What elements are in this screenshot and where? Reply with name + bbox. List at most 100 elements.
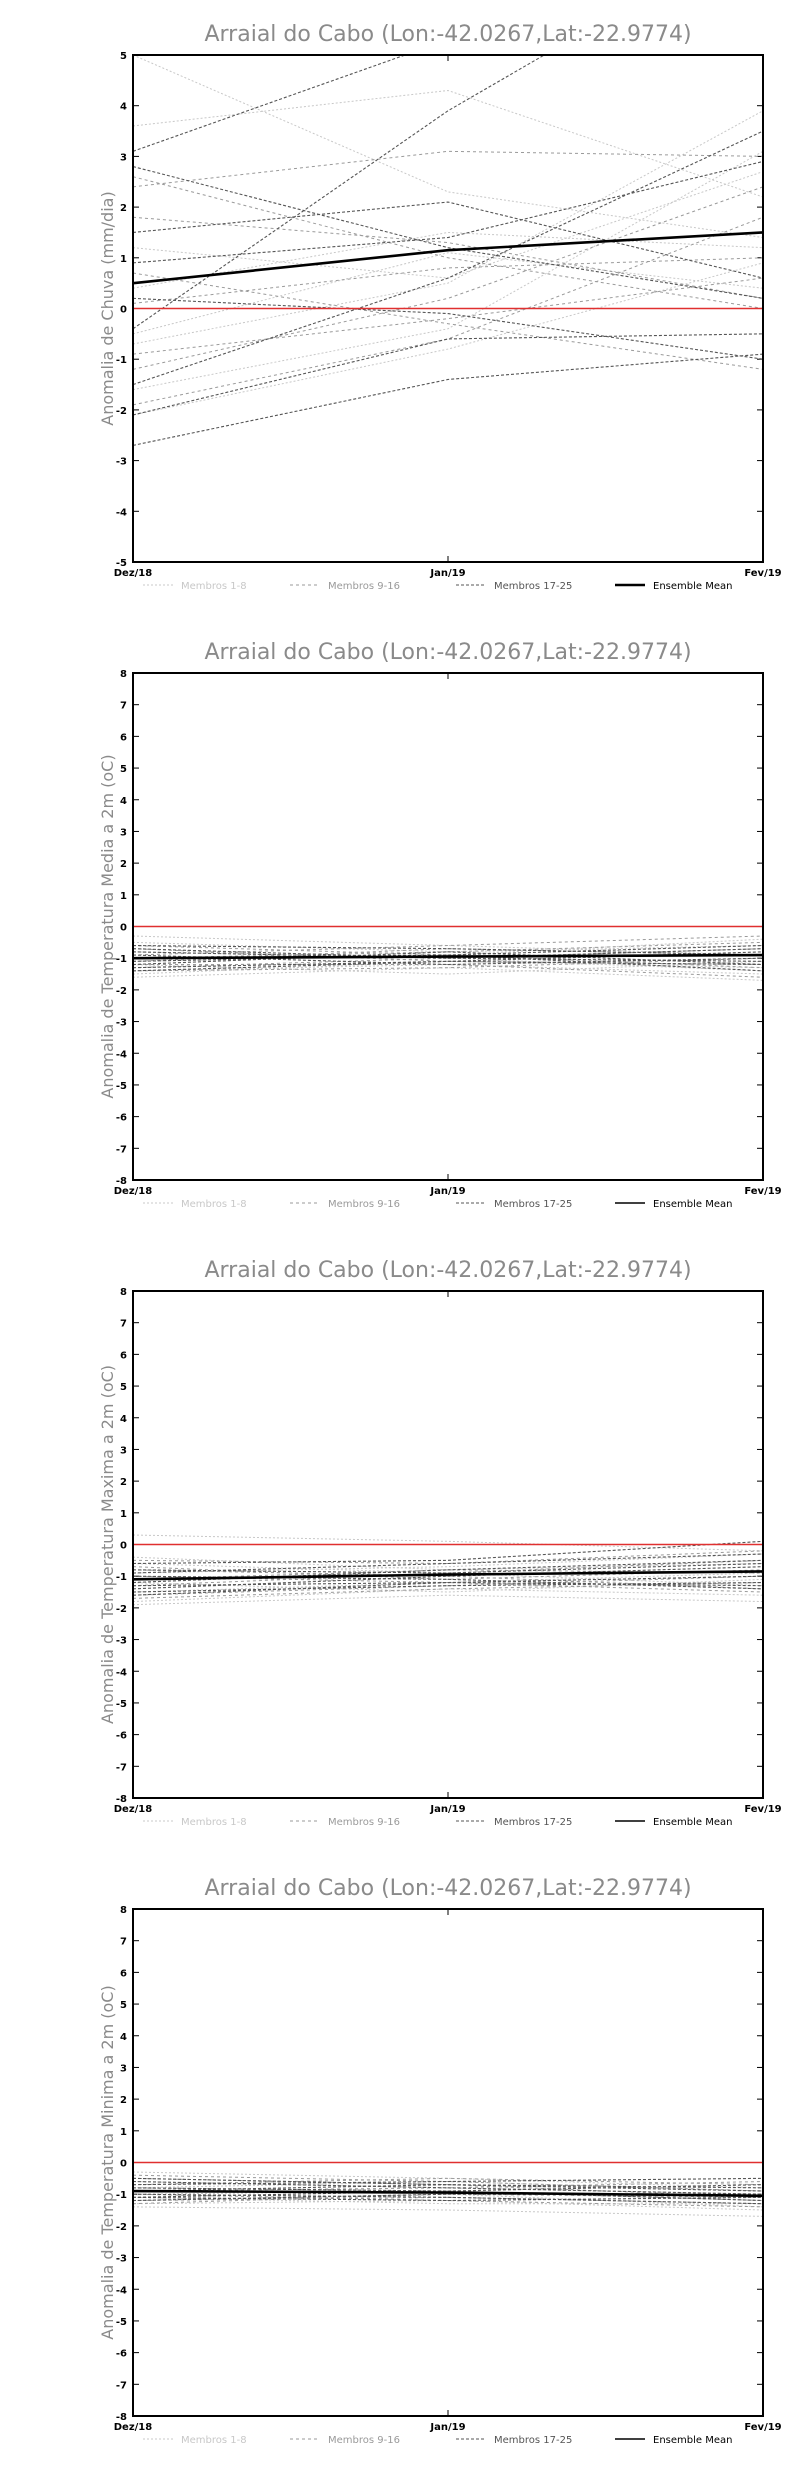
member-line-20: [133, 2177, 763, 2186]
y-tick-label: -3: [116, 457, 127, 468]
y-tick-label: 6: [120, 732, 127, 743]
member-line-5: [133, 1588, 763, 1603]
member-line-25: [133, 160, 763, 264]
y-tick-label: 2: [120, 203, 127, 214]
y-tick-label: 2: [120, 1477, 127, 1488]
member-line-24: [133, 2177, 763, 2192]
y-tick-label: -5: [116, 1081, 127, 1092]
y-tick-label: -6: [116, 1113, 127, 1124]
member-line-24: [133, 1581, 763, 1596]
member-line-20: [133, 944, 763, 956]
y-tick-label: -8: [116, 1794, 127, 1805]
series-group: [133, 1534, 763, 1606]
x-tick-label: Fev/19: [744, 568, 781, 579]
y-tick-label: 3: [120, 2063, 127, 2074]
legend-label-3: Membros 17-25: [494, 2435, 572, 2446]
member-line-3: [133, 1572, 763, 1593]
legend-label-1: Membros 1-8: [181, 581, 247, 592]
x-tick-label: Fev/19: [744, 1186, 781, 1197]
y-tick-label: 0: [120, 1541, 127, 1552]
y-tick-label: 3: [120, 152, 127, 163]
y-tick-label: -2: [116, 1604, 127, 1615]
legend-label-1: Membros 1-8: [181, 2435, 247, 2446]
member-line-25: [133, 1562, 763, 1574]
y-tick-label: -7: [116, 2380, 127, 2391]
y-tick-label: 7: [120, 1319, 127, 1330]
member-line-3: [133, 2171, 763, 2189]
member-line-3: [133, 262, 763, 416]
legend-label-2: Membros 9-16: [328, 581, 400, 592]
y-tick-label: 5: [120, 2000, 127, 2011]
member-line-22: [133, 2184, 763, 2192]
member-line-21: [133, 2193, 763, 2205]
member-line-24: [133, 130, 763, 386]
member-line-8: [133, 1556, 763, 1571]
x-tick-label: Dez/18: [114, 1186, 153, 1197]
y-tick-label: 4: [120, 796, 127, 807]
x-tick-label: Dez/18: [114, 1804, 153, 1815]
member-line-16: [133, 277, 763, 355]
chart-title: Arraial do Cabo (Lon:-42.0267,Lat:-22.97…: [204, 22, 691, 47]
x-tick-label: Jan/19: [429, 2422, 465, 2433]
legend-label-4: Ensemble Mean: [653, 1817, 732, 1828]
y-tick-label: 2: [120, 859, 127, 870]
legend-label-2: Membros 9-16: [328, 1817, 400, 1828]
y-axis-label: Anomalia de Temperatura Media a 2m (oC): [98, 754, 117, 1098]
y-tick-label: 0: [120, 305, 127, 316]
member-line-7: [133, 2181, 763, 2192]
member-line-4: [133, 150, 763, 391]
y-tick-label: -2: [116, 406, 127, 417]
y-tick-label: 7: [120, 701, 127, 712]
member-line-11: [133, 216, 763, 299]
y-tick-label: 4: [120, 102, 127, 113]
y-tick-label: -8: [116, 2412, 127, 2423]
member-line-19: [133, 353, 763, 446]
member-line-12: [133, 272, 763, 370]
member-line-15: [133, 257, 763, 304]
y-tick-label: -3: [116, 2254, 127, 2265]
y-tick-label: -4: [116, 1667, 127, 1678]
member-line-9: [133, 150, 763, 188]
member-line-13: [133, 216, 763, 406]
chart-title: Arraial do Cabo (Lon:-42.0267,Lat:-22.97…: [204, 1258, 691, 1283]
legend-label-1: Membros 1-8: [181, 1817, 247, 1828]
ensemble-mean-line: [133, 2189, 763, 2198]
member-line-14: [133, 176, 763, 309]
member-line-21: [133, 201, 763, 279]
y-tick-label: 4: [120, 1414, 127, 1425]
y-tick-label: 5: [120, 1382, 127, 1393]
member-line-8: [133, 941, 763, 953]
plot-frame: [132, 672, 764, 1181]
y-tick-label: -4: [116, 2285, 127, 2296]
member-line-1: [133, 967, 763, 981]
x-tick-label: Jan/19: [429, 1804, 465, 1815]
x-tick-label: Jan/19: [429, 1186, 465, 1197]
y-tick-label: -7: [116, 1144, 127, 1155]
member-line-25: [133, 2196, 763, 2202]
legend-label-3: Membros 17-25: [494, 1817, 572, 1828]
member-line-8: [133, 2196, 763, 2205]
chart-panel-2: Arraial do Cabo (Lon:-42.0267,Lat:-22.97…: [98, 640, 782, 1210]
member-line-1: [133, 110, 763, 345]
y-tick-label: 4: [120, 2032, 127, 2043]
member-line-23: [133, 954, 763, 972]
y-tick-label: 6: [120, 1350, 127, 1361]
member-line-5: [133, 55, 763, 239]
x-tick-label: Fev/19: [744, 2422, 781, 2433]
y-tick-label: -8: [116, 1176, 127, 1187]
y-tick-label: 1: [120, 891, 127, 902]
y-tick-label: -1: [116, 1572, 127, 1583]
plot-frame: [132, 54, 764, 563]
legend-label-4: Ensemble Mean: [653, 1199, 732, 1210]
plot-frame: [132, 1908, 764, 2417]
y-tick-label: -2: [116, 2222, 127, 2233]
member-line-24: [133, 948, 763, 959]
member-line-2: [133, 964, 763, 975]
y-tick-label: 1: [120, 1509, 127, 1520]
member-line-22: [133, 1540, 763, 1565]
y-tick-label: 0: [120, 923, 127, 934]
y-tick-label: -2: [116, 986, 127, 997]
chart-title: Arraial do Cabo (Lon:-42.0267,Lat:-22.97…: [204, 1876, 691, 1901]
member-line-18: [133, 55, 546, 330]
chart-panel-1: Arraial do Cabo (Lon:-42.0267,Lat:-22.97…: [98, 22, 782, 592]
